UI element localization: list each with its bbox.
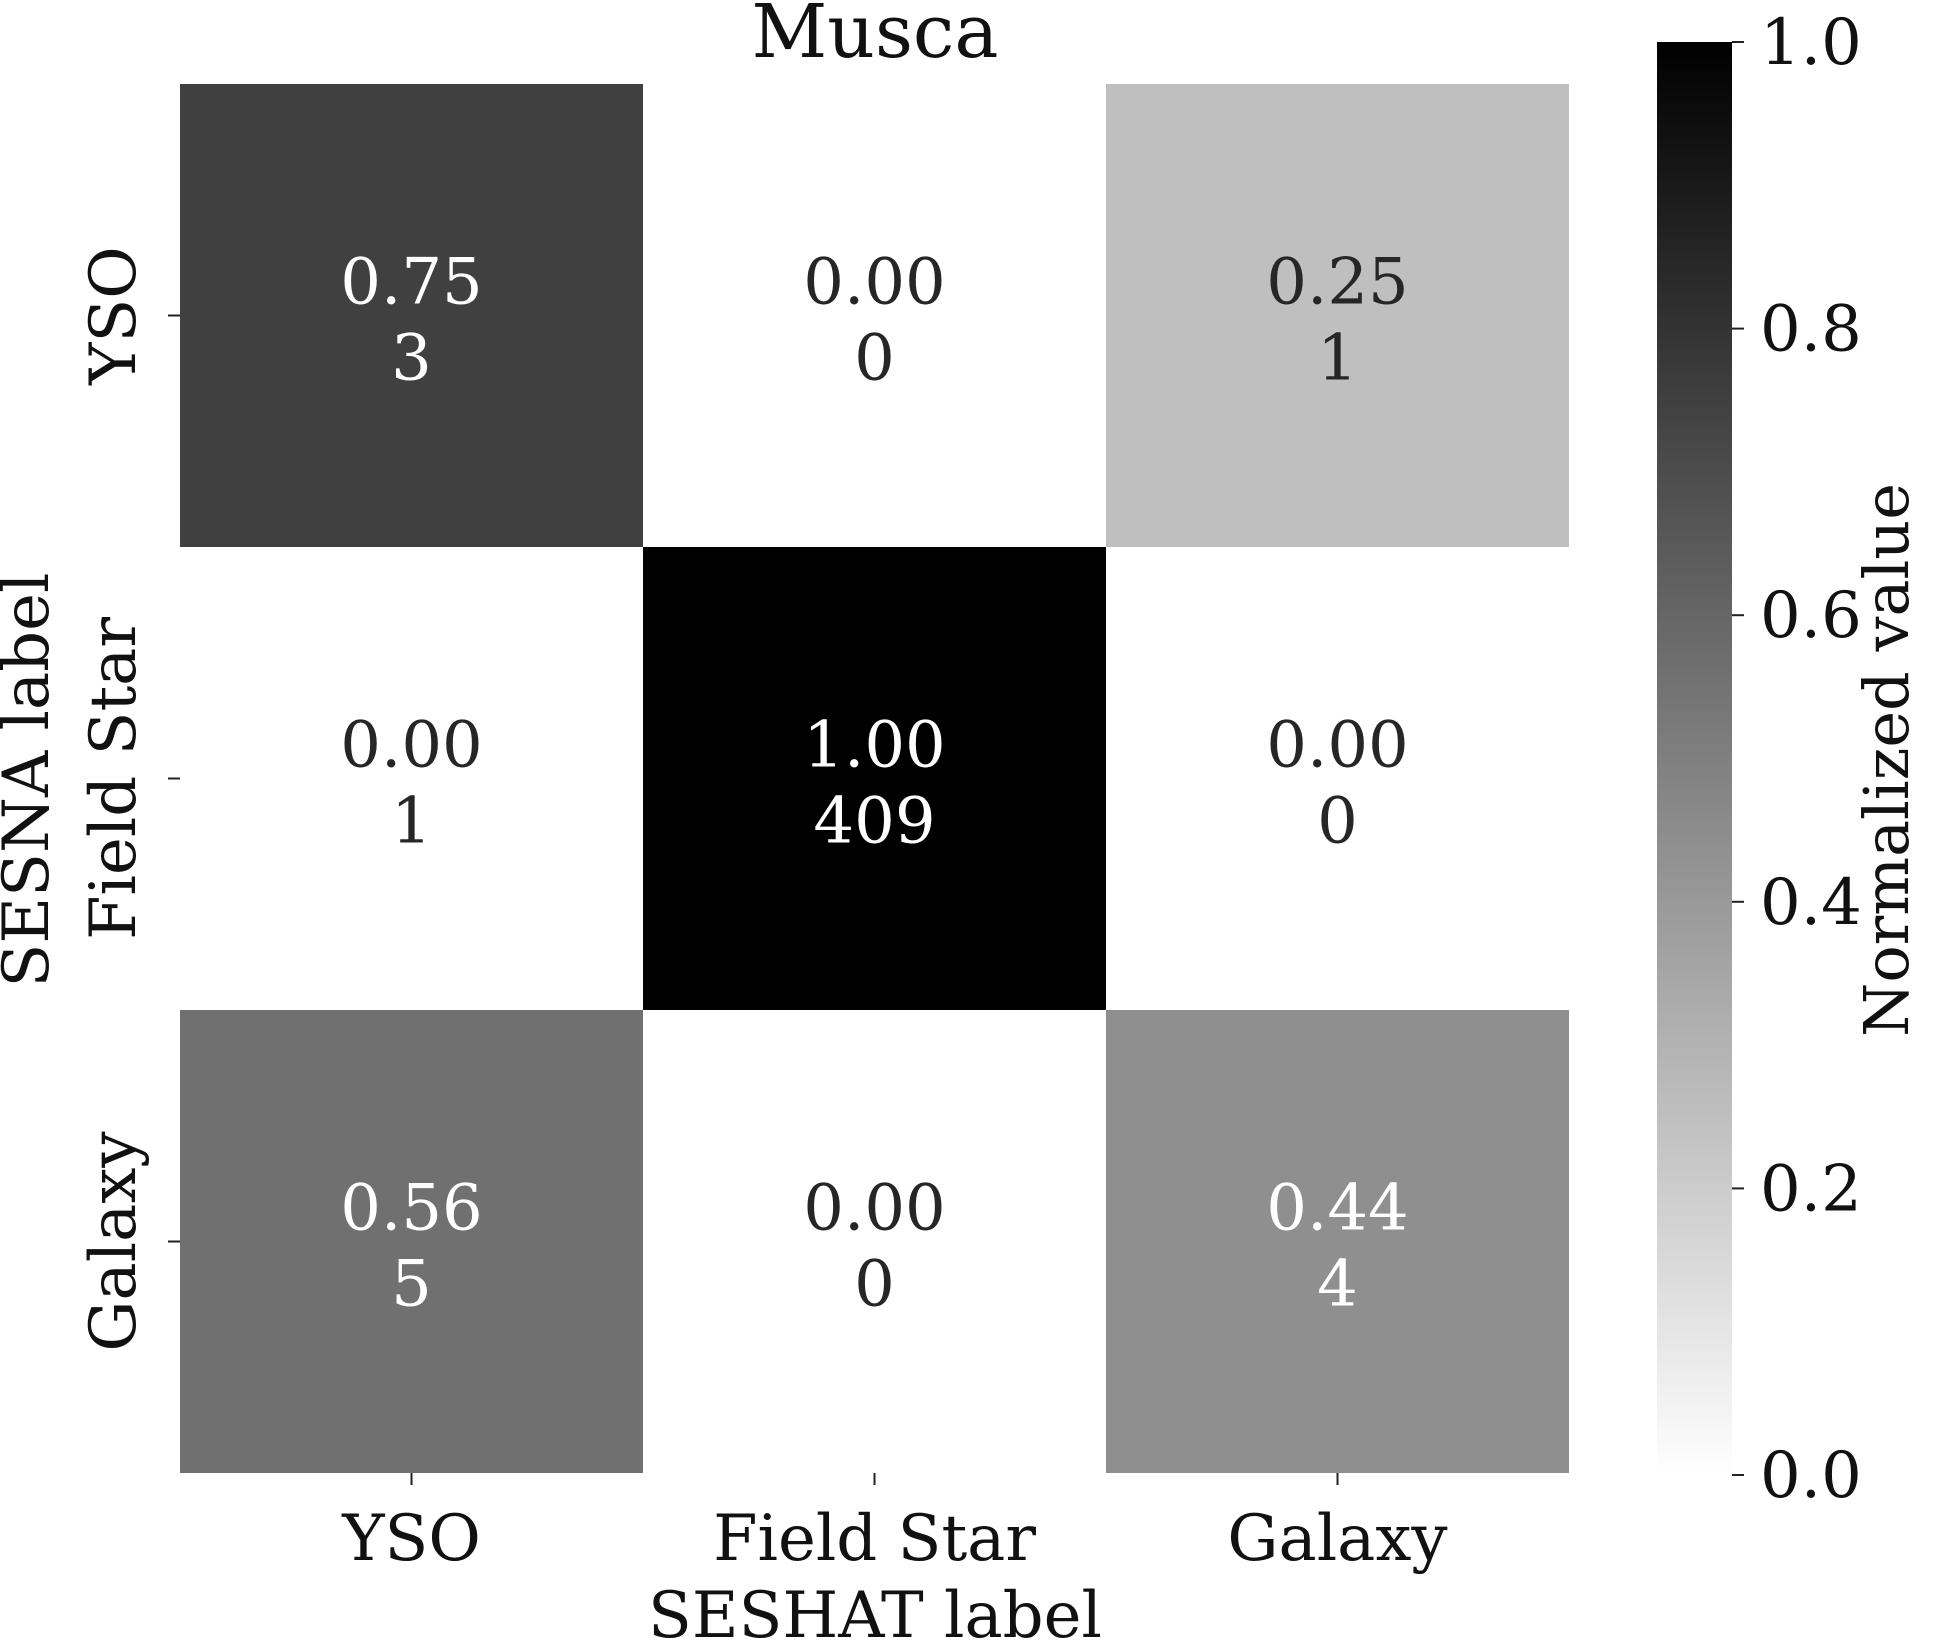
heatmap-cell [643, 1010, 1106, 1473]
heatmap-cells [180, 84, 1569, 1473]
x-tick-label: Galaxy [1227, 1502, 1447, 1576]
colorbar-tick-label: 0.6 [1760, 579, 1862, 653]
heatmap-cell [1106, 84, 1569, 547]
colorbar-gradient [1657, 42, 1732, 1475]
cell-count-label: 0 [1317, 785, 1358, 859]
cell-normalized-label: 0.00 [1266, 709, 1409, 783]
cell-normalized-label: 0.00 [340, 709, 483, 783]
x-axis-label: SESHAT label [648, 1579, 1102, 1640]
cell-count-label: 0 [854, 1248, 895, 1322]
heatmap-cell [1106, 1010, 1569, 1473]
heatmap-cell [180, 547, 643, 1010]
y-tick-label: Field Star [77, 617, 151, 940]
colorbar-tick-label: 0.2 [1760, 1152, 1862, 1226]
heatmap-cell [180, 1010, 643, 1473]
colorbar-tick-label: 0.4 [1760, 866, 1862, 940]
cell-count-label: 0 [854, 322, 895, 396]
chart-title: Musca [752, 0, 999, 75]
y-tick-label: YSO [77, 246, 151, 386]
cell-normalized-label: 1.00 [803, 709, 946, 783]
x-tick-label: YSO [341, 1502, 481, 1576]
x-tick-label: Field Star [713, 1502, 1036, 1576]
cell-normalized-label: 0.00 [803, 246, 946, 320]
cell-normalized-label: 0.00 [803, 1172, 946, 1246]
cell-count-label: 409 [813, 785, 935, 859]
colorbar-label: Normalized value [1850, 483, 1923, 1037]
heatmap-cell-labels: 0.7530.0000.2510.0011.004090.0000.5650.0… [340, 246, 1409, 1322]
heatmap-cell [1106, 547, 1569, 1010]
cell-normalized-label: 0.56 [340, 1172, 483, 1246]
colorbar-tick-label: 0.0 [1760, 1439, 1862, 1513]
cell-normalized-label: 0.75 [340, 246, 483, 320]
colorbar-tick-label: 1.0 [1760, 6, 1862, 80]
cell-count-label: 1 [391, 785, 432, 859]
heatmap-cell [643, 547, 1106, 1010]
cell-normalized-label: 0.44 [1266, 1172, 1409, 1246]
cell-count-label: 3 [391, 322, 432, 396]
heatmap-cell [643, 84, 1106, 547]
y-axis: YSO Field Star Galaxy [77, 246, 180, 1352]
colorbar-ticks: 0.0 0.2 0.4 0.6 0.8 1.0 [1732, 6, 1862, 1513]
y-tick-label: Galaxy [77, 1131, 151, 1351]
heatmap-cell [180, 84, 643, 547]
cell-count-label: 5 [391, 1248, 432, 1322]
cell-count-label: 1 [1317, 322, 1358, 396]
colorbar: 0.0 0.2 0.4 0.6 0.8 1.0 Normalized value [1657, 6, 1923, 1513]
y-axis-label: SESNA label [0, 573, 64, 988]
x-axis: YSO Field Star Galaxy [341, 1473, 1448, 1576]
cell-normalized-label: 0.25 [1266, 246, 1409, 320]
colorbar-tick-label: 0.8 [1760, 293, 1862, 367]
cell-count-label: 4 [1317, 1248, 1358, 1322]
